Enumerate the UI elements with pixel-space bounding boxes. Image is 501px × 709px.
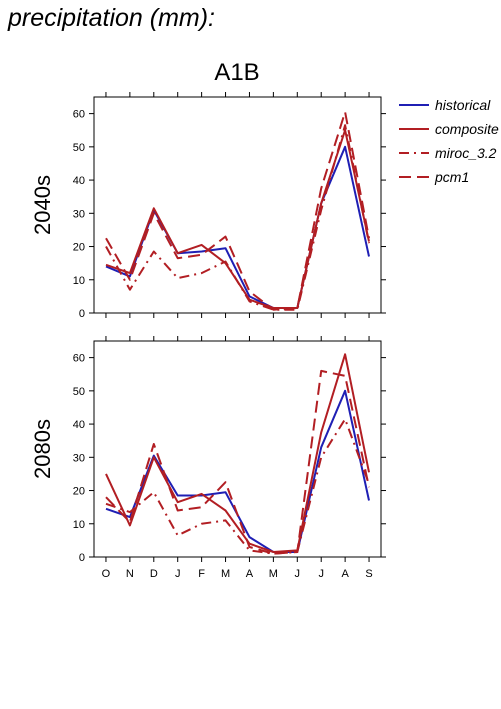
y-tick-label: 0: [79, 308, 85, 320]
x-tick-label: M: [221, 568, 230, 580]
x-tick-label: M: [269, 568, 278, 580]
row-label: 2080s: [30, 419, 55, 479]
series-line-pcm1: [105, 369, 370, 555]
x-tick-label: A: [341, 568, 349, 580]
x-tick-label: F: [198, 568, 205, 580]
x-tick-label: D: [150, 568, 158, 580]
y-tick-label: 30: [73, 208, 85, 220]
y-tick-label: 50: [73, 142, 85, 154]
y-tick-label: 40: [73, 419, 85, 431]
y-tick-label: 40: [73, 175, 85, 187]
legend: historical composite miroc_3.2 pcm1: [399, 97, 499, 185]
y-tick-label: 50: [73, 386, 85, 398]
x-tick-label: N: [126, 568, 134, 580]
y-tick-label: 60: [73, 109, 85, 121]
series-line-composite: [105, 353, 370, 553]
y-tick-label: 60: [73, 353, 85, 365]
series-line-historical: [105, 145, 370, 309]
chart-title: A1B: [214, 59, 259, 86]
x-tick-label: A: [246, 568, 254, 580]
y-tick-label: 30: [73, 452, 85, 464]
series-line-miroc-3-2: [105, 124, 370, 311]
page-title: precipitation (mm):: [8, 4, 215, 32]
legend-label: pcm1: [434, 169, 469, 185]
y-tick-label: 0: [79, 552, 85, 564]
legend-label: historical: [435, 97, 491, 113]
x-tick-label: J: [318, 568, 324, 580]
x-tick-label: O: [102, 568, 111, 580]
x-tick-label: J: [175, 568, 181, 580]
plot-frame: [93, 96, 382, 314]
y-tick-label: 10: [73, 519, 85, 531]
legend-label: miroc_3.2: [435, 145, 497, 161]
x-tick-label: J: [295, 568, 301, 580]
series-line-miroc-3-2: [105, 418, 370, 555]
y-tick-label: 10: [73, 275, 85, 287]
y-tick-label: 20: [73, 486, 85, 498]
y-tick-label: 20: [73, 242, 85, 254]
plot-frame: [93, 340, 382, 558]
chart-panel-2040s: 0 10 20 30 40 50 60 2040s: [30, 92, 386, 320]
row-label: 2040s: [30, 175, 55, 235]
chart-panel-2080s: 0 10 20 30 40 50 60 O N D J F M A M J J A S 2080s: [30, 336, 386, 580]
x-tick-label: S: [365, 568, 372, 580]
legend-label: composite: [435, 121, 499, 137]
series-line-pcm1: [105, 111, 370, 311]
